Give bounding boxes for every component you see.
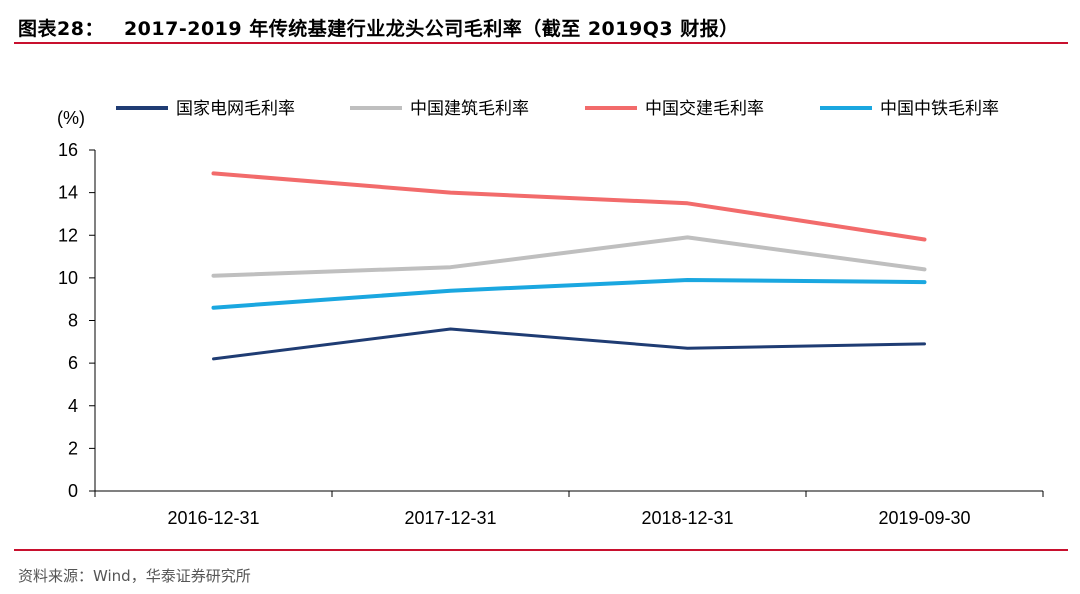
- legend-label-4: 中国中铁毛利率: [880, 99, 999, 119]
- legend-label-3: 中国交建毛利率: [645, 99, 764, 119]
- y-tick-label: 2: [68, 438, 78, 458]
- bottom-divider: [14, 549, 1068, 551]
- y-tick-label: 10: [58, 268, 78, 288]
- y-tick-label: 4: [68, 396, 78, 416]
- y-tick-label: 6: [68, 353, 78, 373]
- x-tick-label: 2017-12-31: [404, 508, 496, 528]
- y-tick-label: 0: [68, 481, 78, 501]
- series-line-4: [211, 278, 927, 310]
- x-tick-label: 2019-09-30: [878, 508, 970, 528]
- y-tick-label: 16: [58, 140, 78, 160]
- series-line-3: [211, 171, 927, 242]
- legend-label-2: 中国建筑毛利率: [410, 99, 529, 119]
- x-tick-label: 2018-12-31: [641, 508, 733, 528]
- top-divider: [14, 42, 1068, 44]
- y-tick-label: 12: [58, 225, 78, 245]
- series-line-1: [212, 327, 926, 361]
- figure-label: 图表28：: [18, 18, 104, 40]
- figure-header: 图表28： 2017-2019 年传统基建行业龙头公司毛利率（截至 2019Q3 …: [18, 8, 1068, 44]
- legend-label-1: 国家电网毛利率: [176, 99, 295, 119]
- y-axis-unit: (%): [57, 108, 85, 128]
- y-tick-label: 14: [58, 183, 78, 203]
- series-line-2: [211, 235, 927, 278]
- y-tick-label: 8: [68, 311, 78, 331]
- figure-title: 图表28： 2017-2019 年传统基建行业龙头公司毛利率（截至 2019Q3 …: [18, 14, 739, 41]
- source-note: 资料来源：Wind，华泰证券研究所: [18, 567, 251, 585]
- figure-title-text: 2017-2019 年传统基建行业龙头公司毛利率（截至 2019Q3 财报）: [123, 18, 739, 40]
- x-tick-label: 2016-12-31: [167, 508, 259, 528]
